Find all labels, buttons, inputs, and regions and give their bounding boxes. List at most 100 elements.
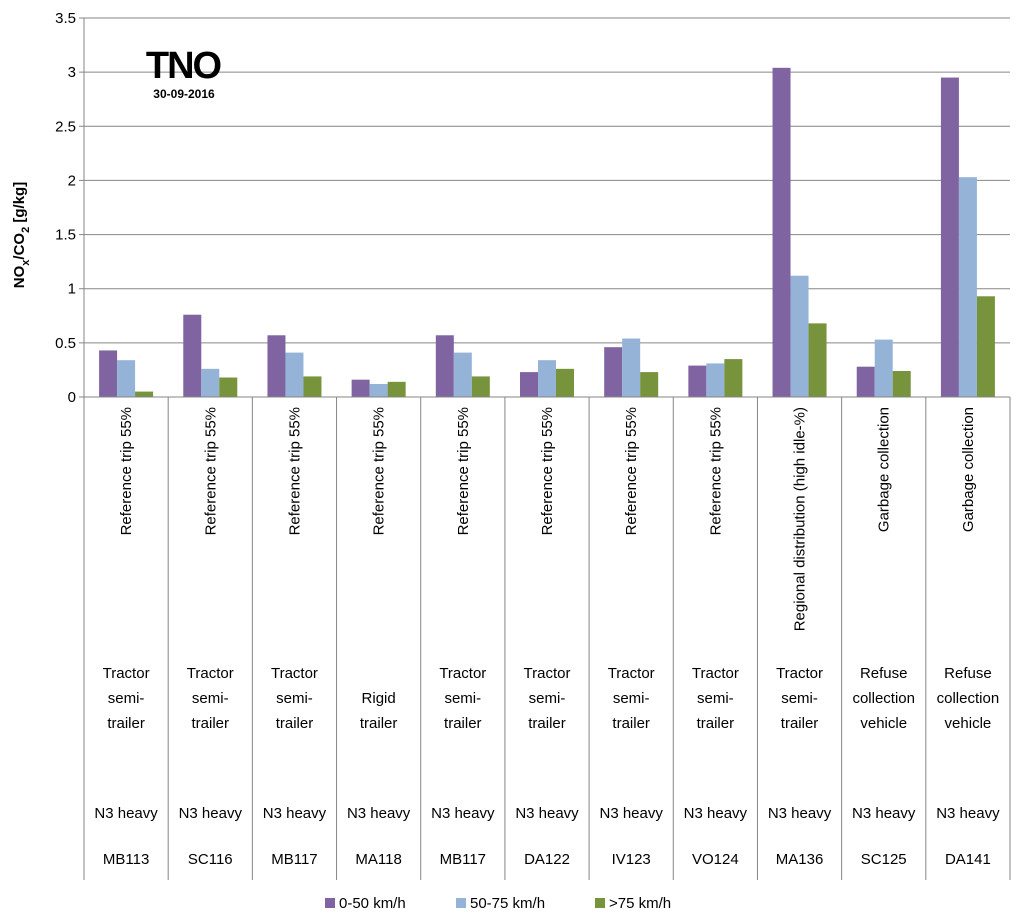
bar bbox=[790, 275, 809, 397]
bar bbox=[958, 177, 977, 397]
bar bbox=[183, 314, 202, 397]
category-vehicle-label: trailer bbox=[276, 715, 314, 732]
bar bbox=[351, 379, 370, 397]
bar bbox=[135, 391, 154, 397]
bar bbox=[538, 360, 556, 397]
category-trip-label: Reference trip 55% bbox=[286, 407, 303, 535]
category-vehicle-label: Refuse bbox=[860, 665, 908, 682]
category-vehicle-label: trailer bbox=[612, 715, 650, 732]
category-id-label: DA141 bbox=[945, 851, 991, 868]
axes bbox=[79, 17, 1011, 880]
category-id-label: SC116 bbox=[188, 851, 233, 868]
bar bbox=[303, 376, 322, 397]
bar bbox=[856, 366, 875, 397]
category-vehicle-label: semi- bbox=[697, 690, 734, 707]
category-vehicle-label: semi- bbox=[276, 690, 313, 707]
y-axis-label: NOx/CO2 [g/kg] bbox=[11, 182, 32, 288]
y-tick-label: 1 bbox=[68, 281, 76, 298]
bar bbox=[724, 359, 743, 397]
category-vehicle-label: semi- bbox=[444, 690, 481, 707]
category-id-label: DA122 bbox=[524, 851, 570, 868]
y-tick-label: 2 bbox=[68, 172, 76, 189]
bar bbox=[267, 335, 286, 397]
category-vehicle-label: Tractor bbox=[608, 665, 655, 682]
bar bbox=[117, 360, 136, 397]
category-trip-label: Reference trip 55% bbox=[371, 407, 388, 535]
legend-swatch bbox=[325, 898, 335, 908]
category-vehicle-label: trailer bbox=[360, 715, 398, 732]
y-tick-label: 3 bbox=[68, 64, 76, 81]
bar bbox=[219, 377, 238, 397]
category-class-label: N3 heavy bbox=[515, 805, 579, 822]
category-trip-label: Reference trip 55% bbox=[202, 407, 219, 535]
category-vehicle-label: Refuse bbox=[944, 665, 992, 682]
bar bbox=[471, 376, 490, 397]
category-class-label: N3 heavy bbox=[179, 805, 243, 822]
category-vehicle-label: vehicle bbox=[945, 715, 992, 732]
bar bbox=[556, 368, 574, 397]
category-vehicle-label: Tractor bbox=[776, 665, 823, 682]
category-trip-label: Reference trip 55% bbox=[455, 407, 472, 535]
category-vehicle-label: collection bbox=[937, 690, 1000, 707]
category-id-label: MB113 bbox=[103, 851, 149, 868]
category-vehicle-label: semi- bbox=[108, 690, 145, 707]
tno-logo: TNO 30-09-2016 bbox=[146, 45, 223, 101]
bar bbox=[892, 371, 911, 397]
bar bbox=[940, 77, 959, 398]
category-vehicle-label: trailer bbox=[192, 715, 230, 732]
category-id-label: MA136 bbox=[776, 851, 824, 868]
tno-logo-text: TNO bbox=[146, 45, 221, 87]
legend: 0-50 km/h 50-75 km/h >75 km/h bbox=[325, 895, 671, 912]
tno-logo-date: 30-09-2016 bbox=[153, 87, 215, 101]
category-id-label: MA118 bbox=[355, 851, 401, 868]
category-vehicle-label: trailer bbox=[107, 715, 145, 732]
category-vehicle-label: Tractor bbox=[271, 665, 318, 682]
category-vehicle-label: collection bbox=[852, 690, 915, 707]
bar bbox=[387, 381, 406, 397]
bar bbox=[808, 323, 827, 397]
y-tick-label: 3.5 bbox=[55, 10, 76, 27]
legend-swatch bbox=[595, 898, 605, 908]
category-vehicle-label: vehicle bbox=[860, 715, 907, 732]
bar bbox=[772, 67, 791, 397]
bar bbox=[369, 384, 388, 397]
category-labels: Reference trip 55% Tractor semi-trailer N3 … bbox=[94, 407, 1000, 868]
category-id-label: MB117 bbox=[271, 851, 317, 868]
category-class-label: N3 heavy bbox=[684, 805, 748, 822]
category-trip-label: Garbage collection bbox=[960, 407, 977, 532]
category-vehicle-label: trailer bbox=[781, 715, 819, 732]
category-class-label: N3 heavy bbox=[431, 805, 495, 822]
legend-label: >75 km/h bbox=[609, 895, 671, 912]
y-tick-labels: 0 0.5 1 1.5 2 2.5 3 3.5 bbox=[55, 10, 76, 406]
y-tick-label: 0 bbox=[68, 389, 76, 406]
y-tick-label: 0.5 bbox=[55, 335, 76, 352]
bar bbox=[520, 372, 538, 397]
legend-label: 0-50 km/h bbox=[339, 895, 406, 912]
category-trip-label: Garbage collection bbox=[876, 407, 893, 532]
bar bbox=[201, 368, 220, 397]
category-class-label: N3 heavy bbox=[263, 805, 327, 822]
category-vehicle-label: semi- bbox=[192, 690, 229, 707]
category-trip-label: Reference trip 55% bbox=[118, 407, 135, 535]
bar bbox=[688, 365, 707, 397]
bar bbox=[622, 338, 641, 397]
y-tick-label: 1.5 bbox=[55, 227, 76, 244]
legend-swatch bbox=[456, 898, 466, 908]
category-id-label: SC125 bbox=[861, 851, 907, 868]
y-tick-label: 2.5 bbox=[55, 118, 76, 135]
bar bbox=[435, 335, 454, 397]
category-id-label: MB117 bbox=[440, 851, 486, 868]
category-id-label: VO124 bbox=[692, 851, 739, 868]
category-vehicle-label: Tractor bbox=[524, 665, 571, 682]
category-class-label: N3 heavy bbox=[347, 805, 411, 822]
category-class-label: N3 heavy bbox=[94, 805, 158, 822]
category-vehicle-label: Tractor bbox=[103, 665, 150, 682]
bar bbox=[604, 347, 623, 397]
category-trip-label: Regional distribution (high idle-%) bbox=[792, 407, 809, 631]
category-vehicle-label: semi- bbox=[529, 690, 566, 707]
category-vehicle-label: Tractor bbox=[439, 665, 486, 682]
bar bbox=[874, 339, 893, 397]
bar bbox=[640, 372, 659, 397]
category-trip-label: Reference trip 55% bbox=[707, 407, 724, 535]
